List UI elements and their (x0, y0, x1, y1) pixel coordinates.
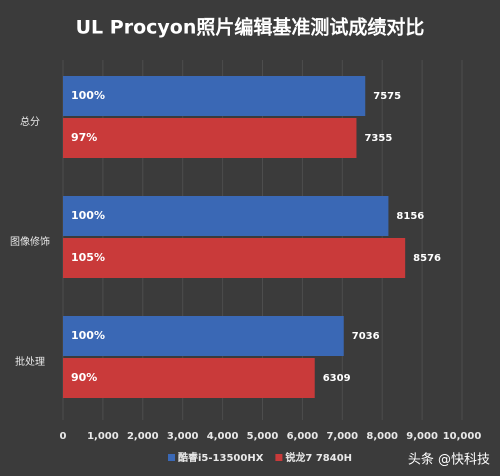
percent-label: 97% (71, 131, 97, 144)
x-tick-label: 4,000 (207, 431, 239, 442)
percent-label: 105% (71, 251, 105, 264)
bar (63, 238, 406, 278)
x-tick-label: 5,000 (247, 431, 279, 442)
percent-label: 90% (71, 371, 97, 384)
legend-label: 锐龙7 7840H (285, 451, 352, 464)
bar (63, 76, 366, 116)
legend-swatch (275, 454, 283, 461)
x-tick-label: 3,000 (167, 431, 199, 442)
x-tick-label: 6,000 (287, 431, 319, 442)
value-label: 8156 (396, 211, 424, 222)
x-tick-label: 0 (60, 431, 67, 442)
bar (63, 118, 357, 158)
y-tick-label: 总分 (20, 115, 40, 128)
value-label: 7036 (352, 331, 380, 342)
bar (63, 358, 315, 398)
percent-label: 100% (71, 209, 105, 222)
value-label: 7575 (373, 91, 401, 102)
x-tick-label: 2,000 (127, 431, 159, 442)
watermark: 头条 @快科技 (408, 452, 490, 468)
bar (63, 196, 389, 236)
percent-label: 100% (71, 89, 105, 102)
bar (63, 316, 344, 356)
chart-title: UL Procyon照片编辑基准测试成绩对比 (76, 16, 425, 39)
percent-label: 100% (71, 329, 105, 342)
value-label: 8576 (413, 253, 441, 264)
x-tick-label: 10,000 (443, 431, 482, 442)
y-tick-label: 图像修饰 (10, 235, 50, 248)
value-label: 6309 (323, 373, 351, 384)
x-tick-label: 8,000 (366, 431, 398, 442)
legend-swatch (168, 454, 175, 461)
x-tick-label: 9,000 (406, 431, 438, 442)
y-tick-label: 批处理 (15, 355, 45, 368)
x-tick-label: 7,000 (326, 431, 358, 442)
value-label: 7355 (364, 133, 392, 144)
x-tick-label: 1,000 (87, 431, 119, 442)
legend-label: 酷睿i5-13500HX (178, 451, 264, 464)
